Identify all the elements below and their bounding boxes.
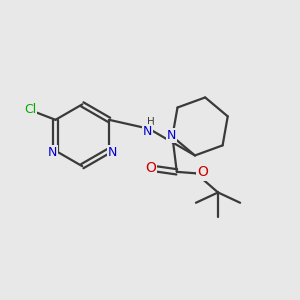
Text: Cl: Cl xyxy=(24,103,36,116)
Text: N: N xyxy=(143,125,152,138)
Text: O: O xyxy=(145,161,156,175)
Text: N: N xyxy=(108,146,117,159)
Text: H: H xyxy=(147,117,154,127)
Text: N: N xyxy=(47,146,57,159)
Text: O: O xyxy=(197,165,208,179)
Text: N: N xyxy=(167,129,176,142)
